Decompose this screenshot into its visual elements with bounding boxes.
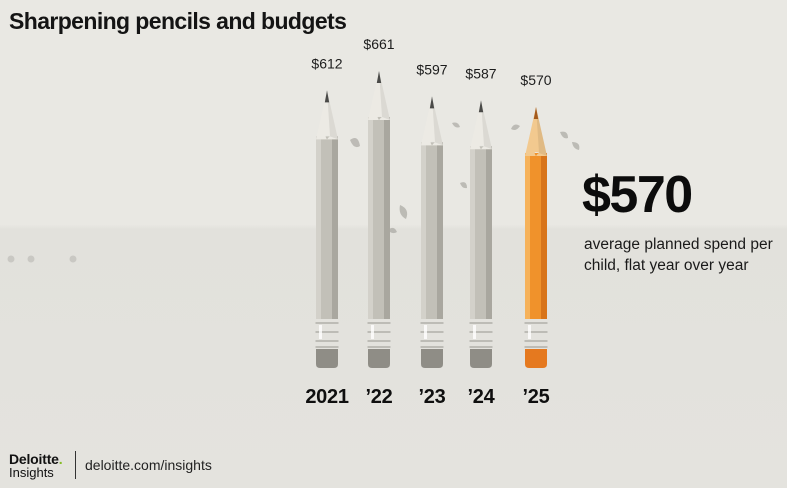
value-label: $612 <box>311 55 342 71</box>
category-label: ’22 <box>366 386 393 408</box>
pencil-lead <box>429 96 435 109</box>
ferrule-band <box>420 340 444 342</box>
pencil-bar: $661 ’22 <box>363 36 394 408</box>
ferrule-band <box>367 346 391 348</box>
pencil-eraser <box>470 349 492 368</box>
pencil-facet <box>421 142 426 319</box>
pencil-lead <box>324 90 330 103</box>
pencil-eraser <box>525 349 547 368</box>
deloitte-logo: Deloitte. <box>9 451 63 467</box>
pencil-eraser <box>368 349 390 368</box>
ferrule-band <box>315 322 339 324</box>
pencil-lead <box>478 100 484 113</box>
pencil-eraser <box>316 349 338 368</box>
category-label: 2021 <box>305 386 348 408</box>
ferrule-band <box>469 331 493 333</box>
value-label: $661 <box>363 36 394 52</box>
category-label: ’23 <box>419 386 446 408</box>
ferrule-band <box>367 340 391 342</box>
callout-value: $570 <box>582 166 693 224</box>
decor-dots <box>7 255 77 263</box>
pencil-tip-shade <box>432 96 443 146</box>
value-label: $570 <box>520 72 551 88</box>
pencil-tip <box>316 90 338 140</box>
brand-name: Deloitte <box>9 451 59 467</box>
shaving <box>452 122 460 128</box>
pencil-tip <box>525 107 547 156</box>
pencil-bar: $597 ’23 <box>416 61 447 408</box>
pencil-tip <box>368 71 390 120</box>
category-label: ’24 <box>468 386 496 408</box>
ferrule-band <box>524 346 548 348</box>
pencil-eraser <box>421 349 443 368</box>
pencil-facet <box>541 153 547 319</box>
footer-divider <box>75 451 76 479</box>
ferrule-band <box>524 340 548 342</box>
pencil-tip-shade <box>327 90 338 140</box>
ferrule-highlight <box>371 325 374 339</box>
pencil-tip <box>470 100 492 150</box>
decor-dot <box>27 255 35 263</box>
pencil-facet <box>384 117 390 319</box>
pencil-tip-shade <box>536 107 547 156</box>
pencil-bar: $570 ’25 <box>520 72 551 408</box>
pencil-tip-shade <box>379 71 390 120</box>
shaving <box>350 138 360 148</box>
ferrule-band <box>315 340 339 342</box>
decor-dot <box>69 255 77 263</box>
callout-text: average planned spend per child, flat ye… <box>584 236 773 274</box>
shaving <box>511 124 520 130</box>
ferrule-band <box>469 340 493 342</box>
pencil-facet <box>525 153 530 319</box>
shaving <box>399 205 408 219</box>
pencil-facet <box>368 117 373 319</box>
pencil-facet <box>486 146 492 319</box>
ferrule-band <box>420 346 444 348</box>
brand-sub: Insights <box>9 465 54 480</box>
pencil-tip-shade <box>481 100 492 150</box>
brand-dot: . <box>58 451 63 467</box>
pencil-tip <box>421 96 443 146</box>
category-label: ’25 <box>523 386 550 408</box>
pencil-facet <box>332 136 338 319</box>
pencil-facet <box>316 136 321 319</box>
chart-title: Sharpening pencils and budgets <box>9 8 347 34</box>
pencil-facet <box>470 146 475 319</box>
pencil-lead <box>533 107 539 119</box>
ferrule-highlight <box>424 325 427 339</box>
pencil-facet <box>437 142 443 319</box>
ferrule-band <box>367 322 391 324</box>
pencil-lead <box>376 71 382 83</box>
ferrule-highlight <box>319 325 322 339</box>
shaving <box>560 131 568 139</box>
ferrule-band <box>469 322 493 324</box>
site-url: deloitte.com/insights <box>85 457 212 473</box>
ferrule-highlight <box>473 325 476 339</box>
value-label: $597 <box>416 61 447 77</box>
ferrule-band <box>420 331 444 333</box>
shaving <box>460 182 467 189</box>
ferrule-band <box>315 331 339 333</box>
ferrule-band <box>367 331 391 333</box>
ferrule-band <box>524 331 548 333</box>
value-label: $587 <box>465 65 496 81</box>
ferrule-band <box>524 322 548 324</box>
ferrule-band <box>315 346 339 348</box>
shavings <box>350 122 580 234</box>
pencils: $612 2021 $661 ’22 $597 ’23 $587 ’24 $570 ’25 <box>305 36 551 408</box>
pencil-bar: $587 ’24 <box>465 65 496 408</box>
shaving <box>572 142 580 150</box>
ferrule-band <box>469 346 493 348</box>
pencil-bar: $612 2021 <box>305 55 349 408</box>
decor-dot <box>7 255 15 263</box>
shaving <box>388 227 397 234</box>
ferrule-highlight <box>528 325 531 339</box>
ferrule-band <box>420 322 444 324</box>
